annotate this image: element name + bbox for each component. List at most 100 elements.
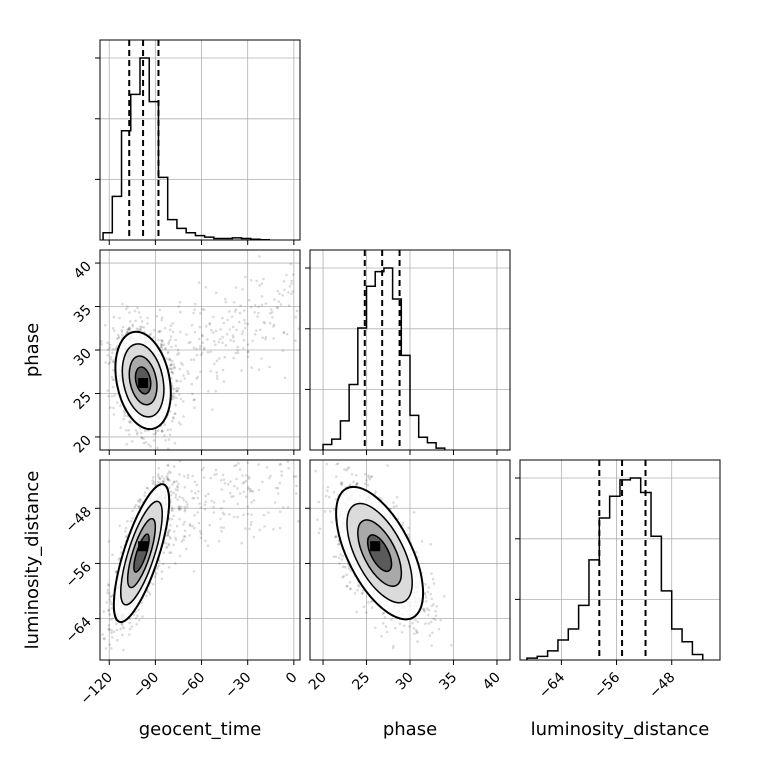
scatter-point — [171, 385, 174, 388]
scatter-point — [124, 529, 127, 533]
scatter-point — [345, 573, 349, 576]
scatter-point — [147, 591, 151, 594]
x-tick-label: 30 — [393, 670, 417, 694]
scatter-point — [168, 328, 172, 332]
scatter-point — [431, 577, 435, 581]
scatter-point — [136, 499, 140, 503]
scatter-point — [148, 333, 152, 337]
scatter-point — [270, 308, 273, 311]
scatter-point — [124, 526, 128, 530]
scatter-point — [140, 320, 144, 323]
scatter-point — [172, 481, 176, 484]
scatter-point — [255, 279, 258, 283]
scatter-point — [177, 508, 181, 511]
scatter-point — [174, 562, 177, 565]
scatter-point — [361, 591, 365, 595]
scatter-point — [244, 479, 248, 483]
scatter-point — [212, 315, 215, 319]
scatter-point — [199, 506, 202, 509]
scatter-point — [234, 286, 238, 289]
scatter-point — [108, 613, 111, 616]
scatter-point — [244, 495, 248, 499]
scatter-point — [326, 489, 329, 493]
scatter-point — [137, 328, 140, 331]
scatter-point — [424, 582, 427, 586]
scatter-point — [350, 473, 354, 476]
scatter-point — [160, 343, 164, 347]
scatter-point — [222, 321, 226, 325]
scatter-point — [166, 477, 169, 481]
scatter-point — [193, 398, 196, 401]
scatter-point — [347, 567, 351, 570]
scatter-point — [157, 473, 160, 476]
scatter-point — [392, 505, 396, 509]
scatter-point — [110, 628, 113, 632]
scatter-point — [147, 443, 150, 446]
scatter-point — [192, 358, 196, 361]
scatter-point — [205, 325, 208, 328]
scatter-point — [316, 518, 319, 521]
scatter-point — [276, 289, 280, 293]
scatter-point — [121, 325, 125, 329]
scatter-point — [206, 350, 210, 354]
scatter-point — [100, 342, 104, 346]
scatter-point — [214, 468, 218, 472]
scatter-point — [432, 582, 436, 585]
histogram-layer — [102, 40, 704, 660]
scatter-point — [145, 594, 148, 598]
scatter-point — [283, 288, 286, 292]
scatter-point — [368, 477, 372, 481]
scatter-point — [385, 630, 389, 634]
scatter-point — [391, 646, 395, 650]
scatter-point — [140, 437, 144, 440]
scatter-point — [246, 486, 250, 489]
scatter-point — [223, 482, 227, 485]
scatter-point — [437, 627, 441, 631]
scatter-point — [182, 523, 185, 526]
scatter-point — [335, 535, 338, 538]
scatter-point — [232, 301, 236, 304]
scatter-point — [414, 628, 418, 632]
scatter-point — [224, 297, 227, 301]
scatter-point — [152, 336, 156, 339]
scatter-point — [172, 397, 175, 400]
scatter-point — [268, 365, 271, 369]
scatter-point — [146, 589, 149, 593]
scatter-point — [268, 321, 272, 325]
scatter-point — [190, 489, 193, 493]
scatter-point — [128, 311, 131, 314]
scatter-point — [157, 475, 160, 479]
scatter-point — [206, 544, 210, 547]
scatter-point — [117, 335, 121, 339]
scatter-point — [167, 543, 171, 547]
scatter-point — [142, 441, 146, 445]
scatter-point — [194, 302, 197, 306]
scatter-point — [111, 360, 115, 363]
scatter-point — [195, 483, 199, 487]
scatter-point — [223, 513, 226, 516]
scatter-point — [233, 464, 236, 468]
scatter-point — [415, 630, 419, 633]
scatter-point — [170, 367, 174, 371]
scatter-point — [289, 262, 293, 266]
scatter-point — [112, 315, 116, 319]
scatter-point — [337, 543, 341, 546]
scatter-point — [106, 348, 110, 352]
scatter-point — [422, 607, 426, 611]
scatter-point — [279, 462, 283, 466]
scatter-point — [202, 476, 206, 479]
scatter-point — [253, 304, 257, 307]
scatter-point — [343, 468, 346, 471]
scatter-point — [226, 318, 229, 322]
scatter-point — [225, 332, 229, 336]
scatter-point — [107, 624, 111, 627]
scatter-point — [429, 592, 433, 596]
scatter-point — [151, 476, 155, 479]
scatter-point — [362, 605, 366, 609]
scatter-point — [196, 511, 199, 514]
scatter-point — [357, 585, 361, 588]
scatter-point — [164, 347, 167, 350]
scatter-point — [231, 334, 235, 337]
scatter-point — [194, 492, 197, 495]
scatter-point — [175, 396, 178, 400]
